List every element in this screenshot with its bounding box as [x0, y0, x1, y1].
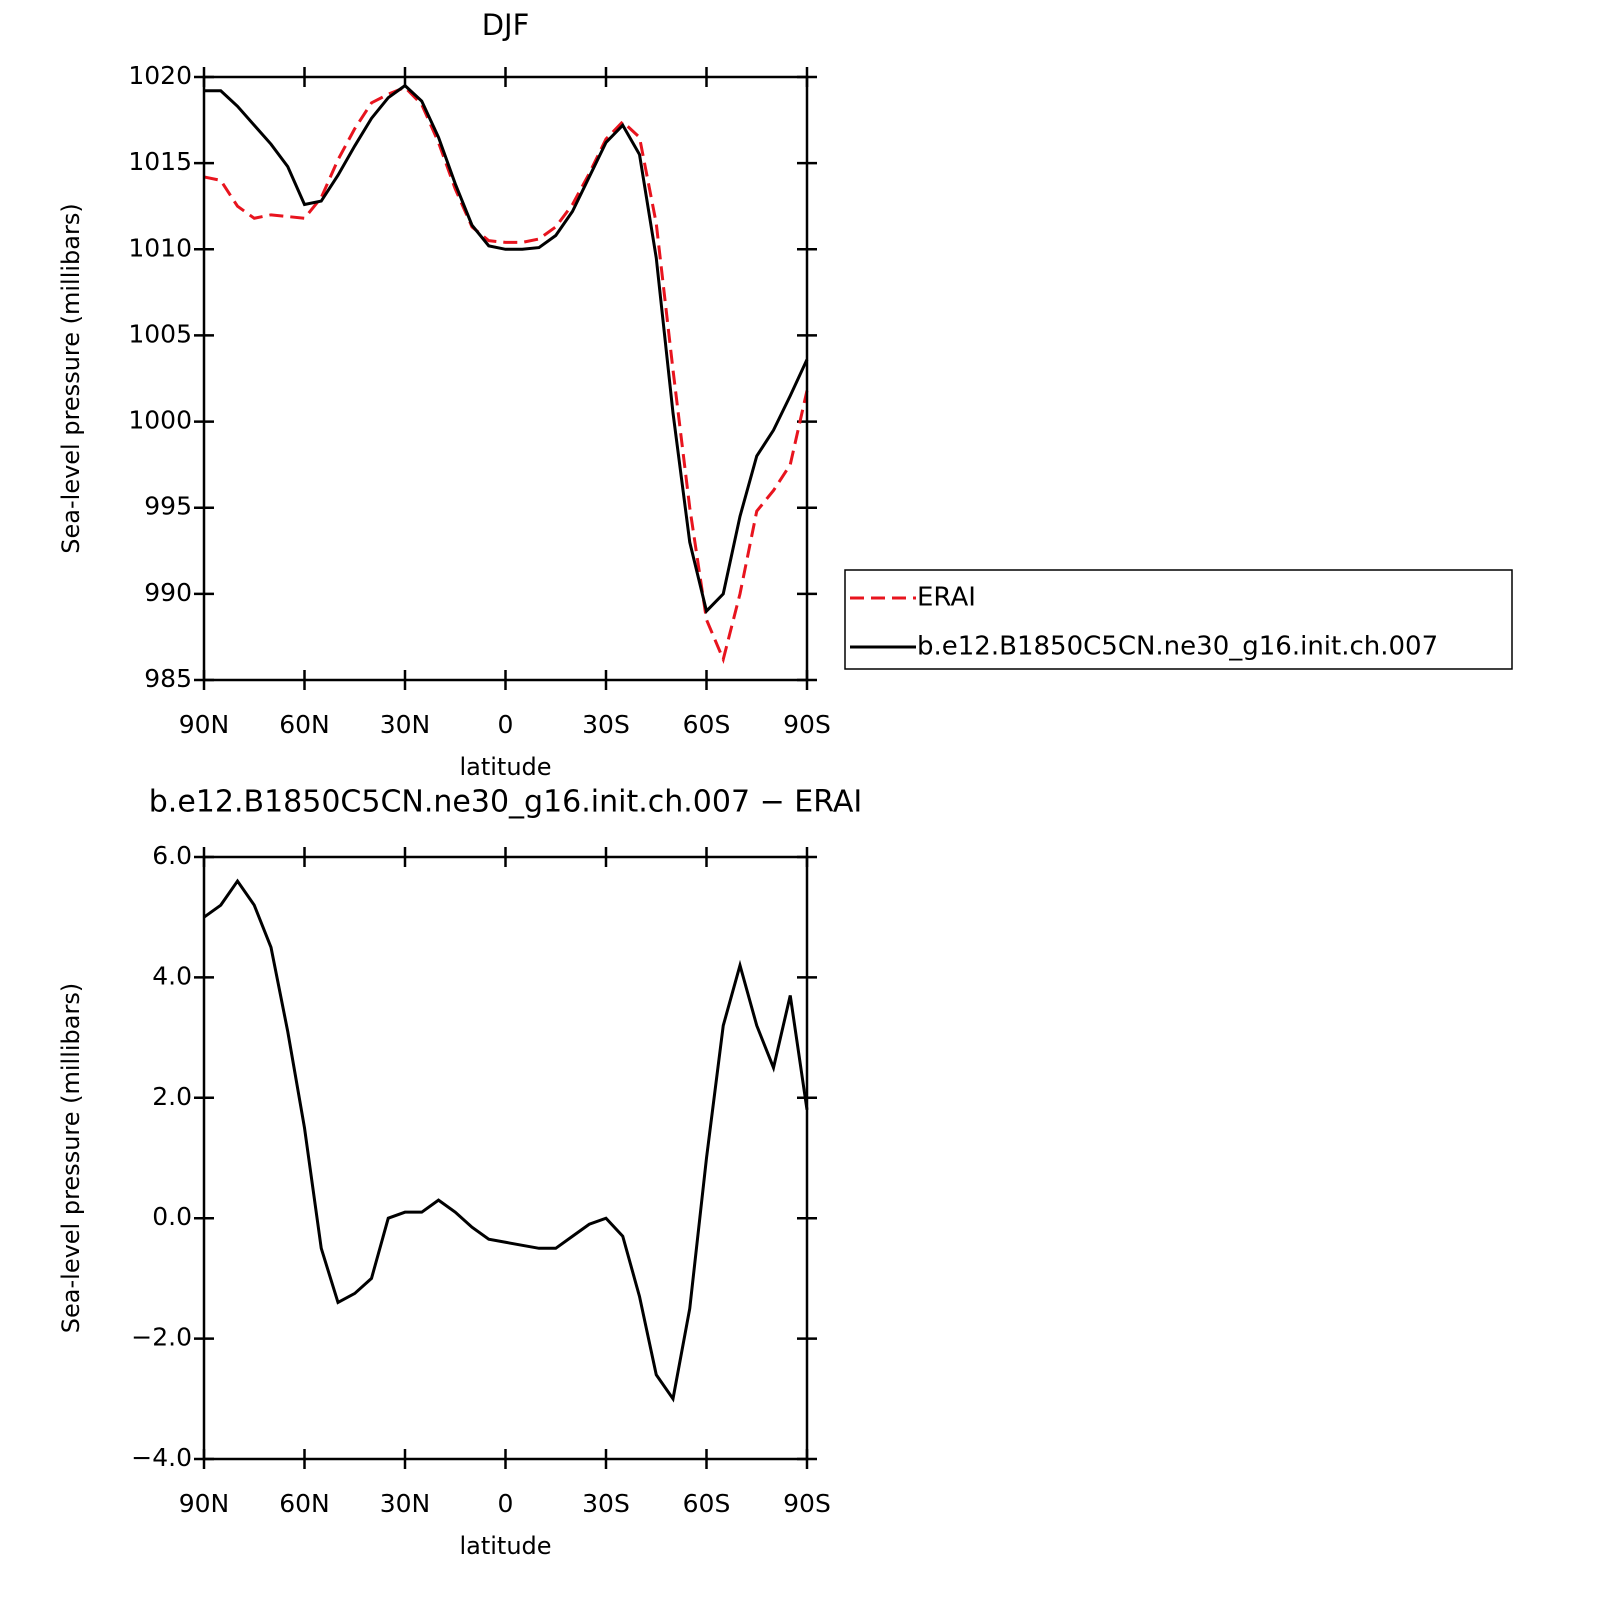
x-tick-label: 60N — [279, 1489, 330, 1518]
x-axis-label: latitude — [459, 1532, 551, 1560]
chart-title: b.e12.B1850C5CN.ne30_g16.init.ch.007 − E… — [149, 785, 862, 820]
x-tick-label: 60S — [683, 710, 731, 739]
y-tick-label: 1000 — [128, 406, 192, 435]
legend-label: ERAI — [917, 583, 976, 613]
data-line — [203, 85, 809, 665]
x-tick-label: 0 — [498, 1489, 514, 1518]
x-tick-label: 60N — [279, 710, 330, 739]
x-tick-label: 90S — [783, 710, 831, 739]
y-tick-label: 6.0 — [152, 841, 192, 870]
x-tick-label: 90S — [783, 1489, 831, 1518]
x-tick-label: 60S — [683, 1489, 731, 1518]
x-tick-label: 30S — [582, 710, 630, 739]
y-tick-label: 985 — [144, 664, 192, 693]
y-tick-label: 990 — [144, 578, 192, 607]
y-tick-label: 1015 — [128, 147, 192, 176]
x-tick-label: 30S — [582, 1489, 630, 1518]
x-tick-label: 0 — [498, 710, 514, 739]
x-tick-label: 30N — [380, 1489, 431, 1518]
plot-frame — [202, 855, 809, 1461]
x-tick-label: 90N — [179, 710, 230, 739]
y-tick-label: 1020 — [128, 61, 192, 90]
x-axis-label: latitude — [459, 753, 551, 781]
x-tick-label: 30N — [380, 710, 431, 739]
y-tick-label: −2.0 — [131, 1323, 192, 1352]
plot-frame — [202, 75, 809, 682]
data-line — [204, 83, 809, 615]
y-tick-label: 4.0 — [152, 961, 192, 990]
data-line — [203, 878, 809, 1403]
chart-title: DJF — [482, 8, 530, 42]
y-tick-label: 2.0 — [152, 1082, 192, 1111]
x-tick-label: 90N — [179, 1489, 230, 1518]
y-axis-label: Sea-level pressure (millibars) — [57, 983, 85, 1333]
y-tick-label: 0.0 — [152, 1202, 192, 1231]
y-tick-label: 1010 — [128, 233, 192, 262]
y-axis-label: Sea-level pressure (millibars) — [57, 203, 85, 553]
y-tick-label: −4.0 — [131, 1443, 192, 1472]
legend-label: b.e12.B1850C5CN.ne30_g16.init.ch.007 — [917, 632, 1438, 662]
legend-box — [844, 569, 1513, 670]
y-tick-label: 995 — [144, 492, 192, 521]
y-tick-label: 1005 — [128, 319, 192, 348]
